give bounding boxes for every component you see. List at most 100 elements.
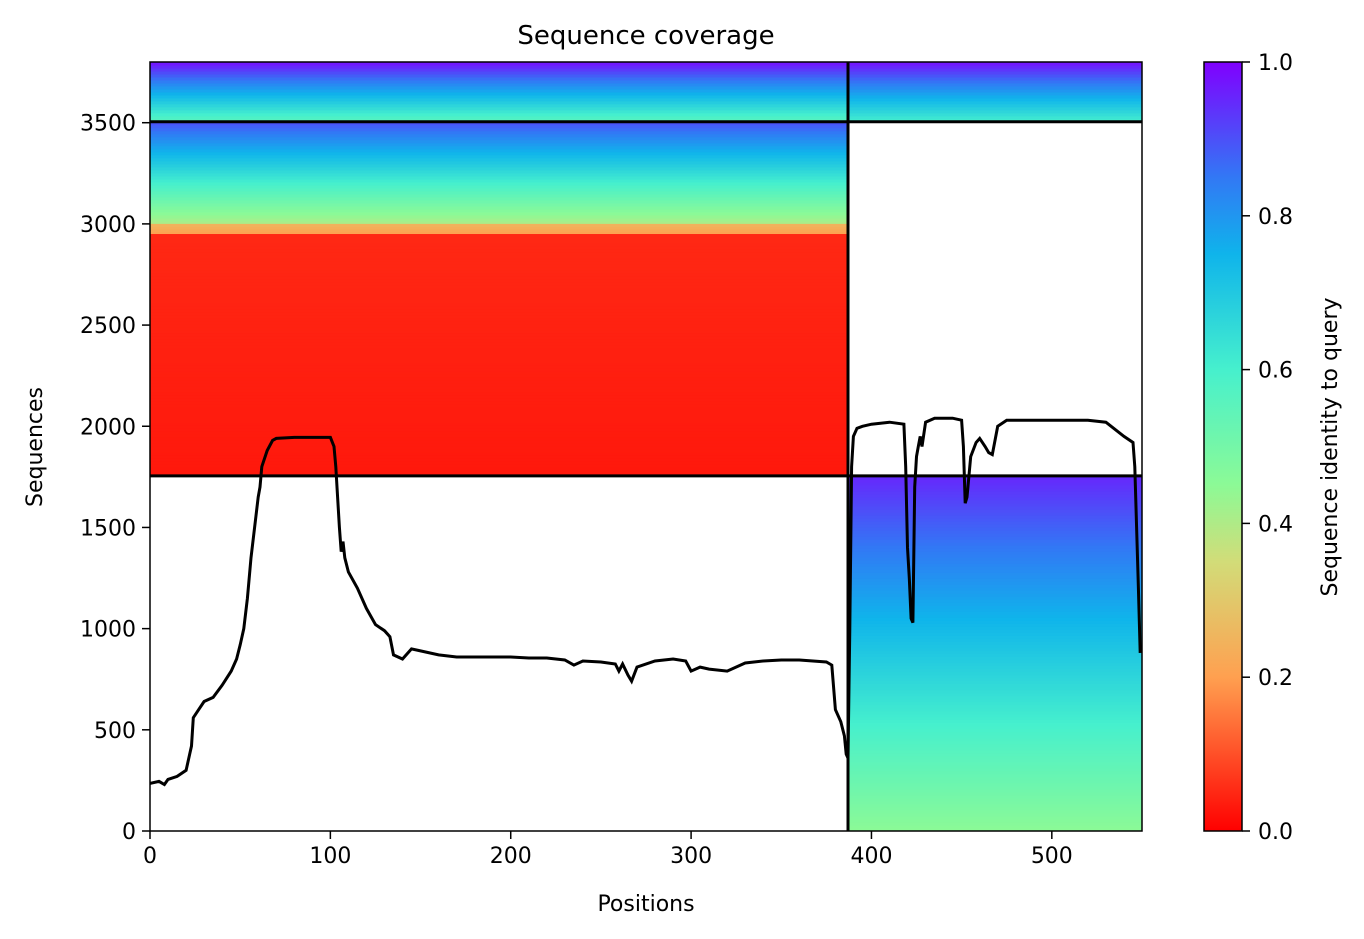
heatmap-strip — [848, 94, 1142, 99]
heatmap-strip — [848, 773, 1142, 778]
heatmap-strip — [848, 542, 1142, 546]
heatmap-strip — [848, 590, 1142, 594]
colorbar-tick-label: 1.0 — [1258, 51, 1293, 76]
heatmap-block — [848, 475, 1142, 831]
heatmap-strip — [848, 683, 1142, 688]
heatmap-strip — [848, 620, 1142, 624]
heatmap-strip — [150, 234, 849, 238]
coverage-line — [150, 416, 1142, 787]
heatmap-strip — [150, 269, 849, 274]
heatmap-strip — [848, 514, 1142, 519]
heatmap-strip — [848, 481, 1142, 486]
heatmap-strip — [848, 821, 1142, 826]
colorbar-tick-label: 0.8 — [1258, 205, 1293, 230]
heatmap-strip — [150, 202, 849, 207]
heatmap-strip — [150, 356, 849, 361]
colorbar-tick-label: 0.2 — [1258, 666, 1293, 691]
heatmap-strip — [848, 800, 1142, 805]
heatmap-strip — [150, 368, 849, 372]
heatmap-strip — [150, 163, 849, 168]
heatmap-strip — [150, 130, 849, 135]
heatmap-strip — [848, 668, 1142, 673]
heatmap-strip — [150, 290, 849, 295]
heatmap-strip — [848, 82, 1142, 87]
heatmap-strip — [848, 475, 1142, 480]
heatmap-strip — [848, 656, 1142, 661]
heatmap-strip — [150, 437, 849, 441]
heatmap-strip — [150, 347, 849, 352]
y-tick-label: 1000 — [80, 618, 136, 643]
heatmap-strip — [848, 725, 1142, 730]
heatmap-strip — [150, 416, 849, 420]
heatmap-strip — [150, 419, 849, 423]
heatmap-strip — [848, 88, 1142, 93]
heatmap-strip — [150, 169, 849, 174]
heatmap-strip — [150, 392, 849, 396]
heatmap-strip — [150, 293, 849, 298]
heatmap-strip — [150, 374, 849, 378]
heatmap-strip — [150, 448, 849, 453]
heatmap-strip — [150, 236, 849, 241]
heatmap-strip — [848, 632, 1142, 636]
heatmap-strip — [848, 809, 1142, 814]
heatmap-strip — [848, 478, 1142, 483]
heatmap-strip — [150, 73, 849, 78]
heatmap-strip — [848, 79, 1142, 84]
heatmap-strip — [848, 635, 1142, 639]
heatmap-strip — [150, 193, 849, 198]
heatmap-strip — [848, 662, 1142, 667]
heatmap-strip — [848, 587, 1142, 591]
heatmap-strip — [150, 335, 849, 340]
heatmap-strip — [848, 788, 1142, 793]
heatmap-strip — [150, 389, 849, 393]
y-axis-ticks: 0 500 1000 1500 2000 2500 3000 3500 — [80, 112, 150, 845]
plot-frame — [149, 61, 1143, 832]
heatmap-strip — [150, 326, 849, 331]
heatmap-strip — [848, 584, 1142, 588]
heatmap-strip — [150, 208, 849, 213]
heatmap-strip — [848, 644, 1142, 649]
heatmap-block — [150, 234, 849, 477]
heatmap-strip — [150, 395, 849, 399]
heatmap-strip — [848, 527, 1142, 531]
heatmap-strip — [848, 812, 1142, 817]
heatmap-strip — [848, 484, 1142, 489]
heatmap-strip — [848, 704, 1142, 709]
heatmap-strip — [150, 398, 849, 402]
heatmap-strip — [150, 109, 849, 114]
heatmap-strip — [848, 779, 1142, 784]
heatmap-strip — [848, 737, 1142, 742]
heatmap-strip — [150, 353, 849, 358]
heatmap-strip — [848, 517, 1142, 522]
heatmap-strip — [848, 713, 1142, 718]
heatmap-strip — [150, 302, 849, 307]
heatmap-strip — [150, 365, 849, 369]
heatmap-strip — [150, 100, 849, 105]
heatmap-strip — [150, 440, 849, 444]
heatmap-strip — [150, 457, 849, 462]
heatmap-strip — [150, 275, 849, 280]
heatmap-strip — [848, 722, 1142, 727]
heatmap-strip — [150, 196, 849, 201]
heatmap-strip — [848, 680, 1142, 685]
heatmap-strip — [150, 320, 849, 325]
heatmap-strip — [150, 410, 849, 414]
x-tick-label: 100 — [309, 844, 351, 869]
heatmap-block — [150, 223, 849, 235]
x-tick-label: 400 — [850, 844, 892, 869]
heatmap-strip — [848, 581, 1142, 585]
heatmap-strip — [848, 686, 1142, 691]
heatmap-strip — [848, 100, 1142, 105]
heatmap-strip — [150, 362, 849, 366]
heatmap-strip — [848, 818, 1142, 823]
heatmap-strip — [150, 242, 849, 247]
x-tick-label: 300 — [670, 844, 712, 869]
heatmap-strip — [150, 239, 849, 244]
heatmap-strip — [150, 329, 849, 334]
heatmap-strip — [848, 569, 1142, 573]
heatmap-strip — [848, 499, 1142, 504]
heatmap-strip — [848, 707, 1142, 712]
heatmap-strip — [150, 314, 849, 319]
heatmap-strip — [848, 575, 1142, 579]
heatmap-strip — [848, 530, 1142, 534]
